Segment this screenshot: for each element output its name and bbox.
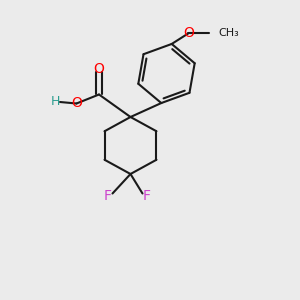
Text: CH₃: CH₃ [218, 28, 239, 38]
Text: O: O [94, 62, 104, 76]
Text: O: O [183, 26, 194, 40]
Text: O: O [71, 97, 82, 110]
Text: F: F [143, 190, 151, 203]
Text: F: F [104, 190, 112, 203]
Text: H: H [51, 95, 60, 109]
